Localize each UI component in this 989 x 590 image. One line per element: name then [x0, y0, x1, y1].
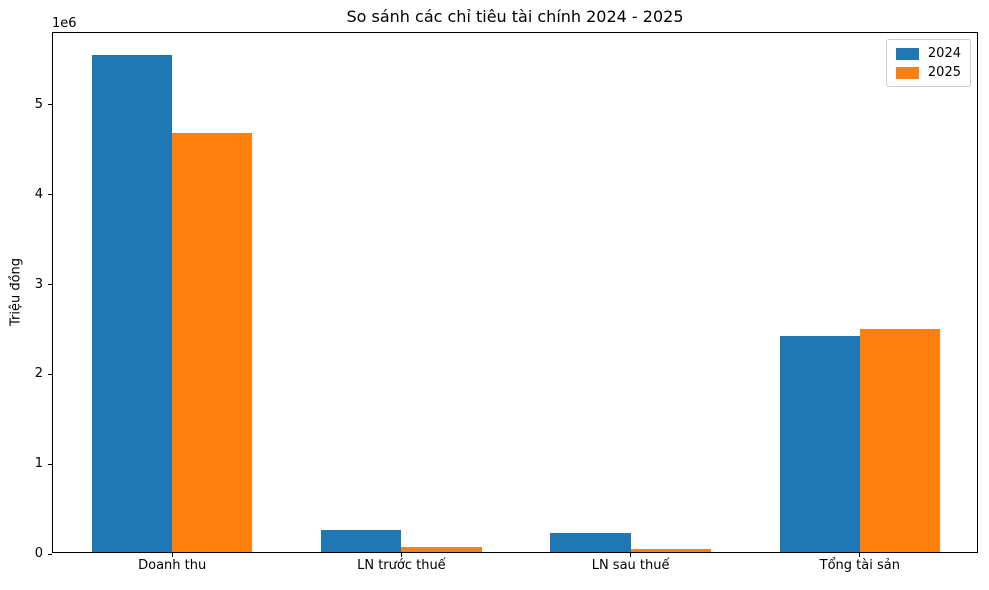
bar-2024-category-0	[91, 55, 173, 552]
bar-2024-category-2	[550, 533, 631, 552]
bar-2025-category-3	[859, 329, 941, 552]
y-tick-mark	[48, 194, 52, 196]
x-tick-label: Tổng tài sản	[819, 558, 900, 573]
bar-2025-category-0	[172, 132, 253, 552]
y-tick-mark	[48, 104, 52, 106]
x-tick-mark	[859, 553, 861, 557]
legend-label: 2024	[927, 46, 961, 61]
bar-2025-category-1	[401, 547, 482, 552]
y-tick-label: 2	[34, 366, 43, 382]
x-tick-label: Doanh thu	[138, 558, 207, 573]
bar-2024-category-1	[321, 529, 402, 552]
legend: 2024 2025	[885, 39, 971, 87]
y-tick-label: 5	[34, 96, 43, 112]
x-tick-label: LN trước thuế	[357, 558, 446, 573]
y-tick-label: 4	[34, 186, 43, 202]
bar-2024-category-3	[779, 336, 860, 552]
x-tick-mark	[400, 553, 402, 557]
y-axis-offset-text: 1e6	[52, 16, 77, 31]
y-tick-mark	[48, 463, 52, 465]
legend-label: 2025	[927, 65, 961, 80]
y-tick-mark	[48, 373, 52, 375]
legend-item-2024: 2024	[895, 44, 961, 63]
chart-title: So sánh các chỉ tiêu tài chính 2024 - 20…	[346, 7, 684, 26]
legend-color-swatch-2025	[895, 66, 919, 79]
y-tick-label: 0	[34, 546, 43, 561]
x-tick-mark	[171, 553, 173, 557]
y-tick-mark	[48, 284, 52, 286]
y-tick-label: 3	[34, 276, 43, 292]
legend-item-2025: 2025	[895, 63, 961, 82]
y-tick-mark	[48, 553, 52, 555]
plot-area: 0 1 2 3 4 5 Doanh thu LN trước thuế LN sau thuế T…	[35, 32, 978, 573]
bar-2025-category-2	[630, 548, 711, 552]
y-tick-label: 1	[34, 456, 43, 472]
x-tick-mark	[630, 553, 632, 557]
legend-color-swatch-2024	[895, 47, 919, 60]
x-tick-label: LN sau thuế	[591, 558, 670, 573]
